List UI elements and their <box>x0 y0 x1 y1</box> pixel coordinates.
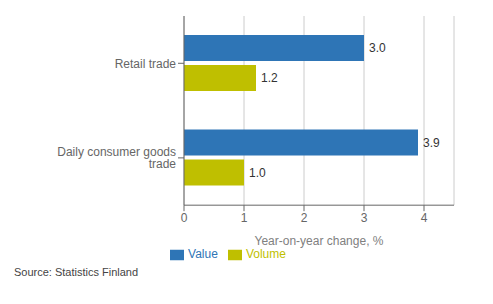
svg-text:3.0: 3.0 <box>369 41 386 55</box>
svg-text:0: 0 <box>181 211 188 225</box>
svg-text:3.9: 3.9 <box>423 136 440 150</box>
svg-text:3: 3 <box>361 211 368 225</box>
svg-text:Daily consumer goodstrade: Daily consumer goodstrade <box>57 145 176 171</box>
svg-text:1: 1 <box>241 211 248 225</box>
svg-text:4: 4 <box>421 211 428 225</box>
html-text:Volume: Volume <box>245 247 286 262</box>
svg-text:Retail trade: Retail trade <box>115 57 177 71</box>
svg-text:2: 2 <box>301 211 308 225</box>
svg-text:1.2: 1.2 <box>261 71 278 85</box>
svg-text:1.0: 1.0 <box>249 166 266 180</box>
html-text:Value: Value <box>188 247 218 262</box>
html-text:Source: Statistics Finland: Source: Statistics Finland <box>14 266 139 278</box>
svg-text:Year-on-year change, %: Year-on-year change, % <box>255 234 384 248</box>
